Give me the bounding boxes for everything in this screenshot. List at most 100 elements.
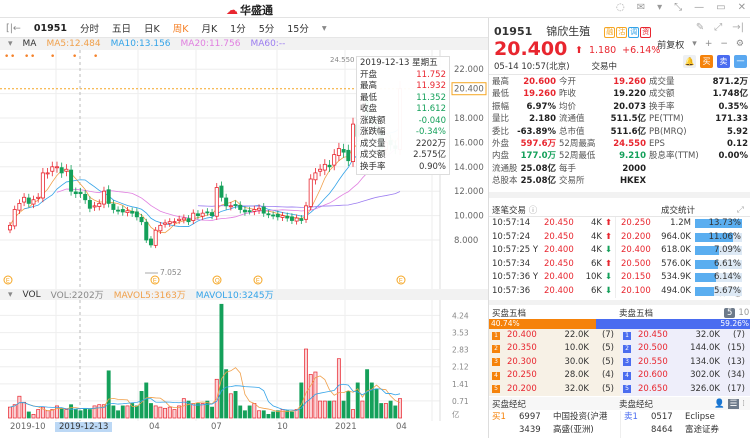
tab-weekly-k[interactable]: 周K (172, 24, 189, 35)
tab-daily-k[interactable]: 日K (143, 24, 160, 35)
candle-up (280, 215, 285, 218)
mail-icon[interactable]: ✉ (636, 2, 646, 13)
help-icon[interactable]: ⓘ (528, 206, 538, 216)
grid-icon[interactable]: ⁞ (742, 398, 745, 409)
candle-down (116, 209, 121, 212)
stat-value: 9.210 (619, 151, 646, 162)
asks-count: (34) (727, 370, 745, 381)
trade-stats-title: 成交统计 (660, 206, 695, 216)
tab-1min[interactable]: 1分 (230, 24, 246, 35)
chevron-down-icon[interactable]: ▾ (8, 39, 13, 49)
volume-bar-down (299, 382, 304, 419)
stat-row: 最高 20.600 今开 19.260 成交量 871.2万 (489, 76, 750, 88)
stat-volume: 494.0K (661, 285, 691, 296)
minimize-icon[interactable]: — (694, 2, 705, 13)
ask-row[interactable]: 3 20.550 134.0K (13) (620, 356, 750, 369)
level-badge: 1 (492, 331, 500, 340)
close-icon[interactable]: ✕ (737, 2, 746, 13)
list-icon[interactable]: ☰ (727, 398, 740, 409)
tab-monthly-k[interactable]: 月K (201, 24, 218, 35)
level-badge: 3 (492, 358, 500, 367)
volume-bar-up (280, 409, 285, 419)
stock-tags: 融沽调资 (604, 24, 652, 38)
trade-time: 10:57:36 Y (492, 272, 539, 282)
vol-indicator-selector[interactable]: VOL (22, 289, 41, 300)
dividend-marker: • (93, 52, 98, 62)
bids-count: (4) (601, 370, 614, 381)
broker-row[interactable]: 3439 高盛(亚洲) (489, 424, 620, 437)
candle-up (257, 207, 262, 211)
trade-qty: 4K (591, 245, 602, 255)
collapse-button[interactable]: 一 (734, 55, 747, 68)
stat-pct-bar: 6.14% (695, 272, 742, 282)
zoom-in-icon[interactable]: + (704, 39, 713, 49)
levels-10-button[interactable]: 10 (738, 307, 750, 318)
gear-icon[interactable]: ⚙ (735, 39, 744, 49)
ask-row[interactable]: 2 20.500 144.0K (15) (620, 342, 750, 355)
chevron-down-icon[interactable]: ▾ (321, 22, 327, 34)
collapse-panel-icon[interactable]: [|← (6, 22, 21, 34)
volume-chart[interactable]: 4.24 3.53 2.83 2.12 1.41 0.71 亿 (0, 300, 488, 421)
tab-5min[interactable]: 5分 (258, 24, 275, 35)
candle-down (111, 203, 116, 210)
bell-icon[interactable]: 🔔 (683, 55, 696, 68)
y-tick-label: 16.000 (454, 138, 484, 148)
tab-15min[interactable]: 15分 (287, 24, 309, 35)
date-tick: 2021 (335, 422, 357, 432)
buy-button[interactable]: 买 (700, 55, 713, 68)
broker-row[interactable]: 买1 6997 中国投资(沪港 (489, 411, 620, 424)
pencil-icon[interactable]: ✎ (695, 22, 705, 33)
date-tick: 2019-10 (10, 422, 46, 432)
sell-button[interactable]: 卖 (717, 55, 730, 68)
adjust-selector[interactable]: 前复权 (657, 40, 685, 51)
bid-row[interactable]: 5 20.200 32.0K (5) (489, 383, 620, 396)
arrow-up-icon: ⬆ (575, 45, 583, 56)
level-badge: 1 (623, 331, 631, 340)
ask-row[interactable]: 1 20.450 32.0K (7) (620, 329, 750, 342)
levels-5-button[interactable]: 5 (724, 307, 736, 318)
stat-label: 今开 (559, 77, 577, 87)
stat-label: 委比 (492, 126, 510, 137)
maximize-icon[interactable]: ▭ (716, 2, 726, 13)
shrink-icon[interactable]: ⤡ (674, 2, 683, 13)
volume-bar-down (238, 405, 243, 419)
ask-row[interactable]: 4 20.600 302.0K (34) (620, 369, 750, 382)
vol-tick-label: 2.12 (452, 363, 469, 372)
ask-row[interactable]: 5 20.650 326.0K (17) (620, 383, 750, 396)
stat-volume: 534.9K (661, 272, 691, 282)
trade-price: 20.400 (544, 272, 574, 282)
person-icon[interactable]: 👤 (714, 398, 725, 409)
volume-bar-down (224, 369, 229, 419)
candle-down (120, 209, 125, 213)
bid-row[interactable]: 3 20.300 30.0K (5) (489, 356, 620, 369)
chevron-down-icon[interactable]: ▾ (692, 39, 697, 49)
bid-row[interactable]: 4 20.250 28.0K (4) (489, 369, 620, 382)
bid-row[interactable]: 2 20.350 10.0K (5) (489, 342, 620, 355)
volume-bar-up (200, 403, 205, 419)
tab-five-day[interactable]: 五日 (111, 24, 131, 35)
volume-bar-up (336, 358, 341, 419)
broker-queue: 买1 6997 中国投资(沪港 3439 高盛(亚洲) 卖1 0517 Eclipse 8464… (489, 411, 750, 438)
candle-up (351, 123, 356, 162)
stat-row: 最低 19.260 昨收 19.220 成交额 1.748亿 (489, 88, 750, 100)
volume-bar-up (163, 407, 168, 419)
asks-price: 20.650 (638, 383, 668, 394)
candle-up (308, 178, 313, 207)
candle-up (158, 224, 163, 232)
expand-panel-icon[interactable]: →| (732, 22, 744, 33)
stat-label (646, 175, 704, 187)
headset-icon[interactable]: ◌ (616, 2, 625, 13)
broker-level (489, 424, 519, 437)
window-controls: ◌ ✉ ▾ ⤡ — ▭ ✕ (616, 2, 746, 13)
broker-row[interactable]: 卖1 0517 Eclipse (621, 411, 750, 424)
chevron-down-icon[interactable]: ▾ (8, 289, 13, 300)
fullscreen-icon[interactable]: ⤢ (714, 22, 723, 33)
indicator-selector[interactable]: MA (22, 39, 37, 49)
zoom-out-icon[interactable]: − (720, 39, 728, 49)
stat-pct-bar: 7.09% (695, 245, 742, 255)
bid-row[interactable]: 1 20.400 22.0K (7) (489, 329, 620, 342)
shirt-icon[interactable]: ▾ (657, 2, 663, 13)
expand-icon[interactable]: ⤢ (737, 205, 744, 215)
tab-intraday[interactable]: 分时 (79, 24, 99, 35)
broker-row[interactable]: 8464 富途证券 (621, 424, 750, 437)
